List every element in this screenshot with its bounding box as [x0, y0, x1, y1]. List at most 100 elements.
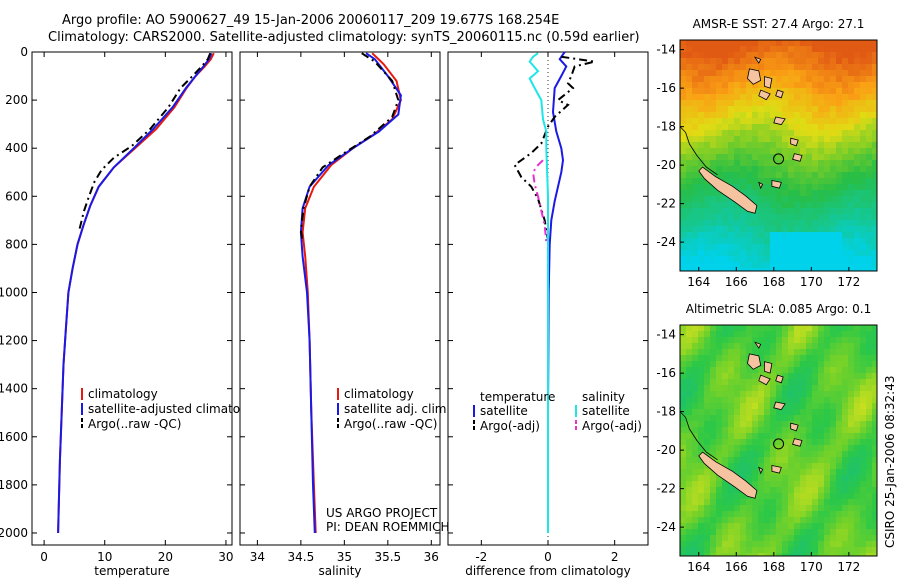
map-cell [782, 493, 789, 500]
map-cell [692, 106, 699, 113]
map-cell [800, 154, 807, 161]
map-cell [680, 166, 687, 173]
map-cell [686, 415, 693, 422]
map-cell [836, 427, 843, 434]
map-cell [836, 487, 843, 494]
map-cell [692, 535, 699, 542]
map-cell [692, 355, 699, 362]
map-cell [812, 262, 819, 269]
map-cell [830, 106, 837, 113]
map-cell [758, 250, 765, 257]
map-cell [842, 361, 849, 368]
map-cell [860, 76, 867, 83]
map-cell [818, 349, 825, 356]
map-cell [752, 541, 759, 548]
map-cell [854, 385, 861, 392]
map-cell [788, 190, 795, 197]
map-cell [854, 148, 861, 155]
map-cell [824, 148, 831, 155]
map-cell [830, 433, 837, 440]
map-cell [824, 226, 831, 233]
map-cell [698, 475, 705, 482]
map-cell [794, 184, 801, 191]
map-cell [848, 427, 855, 434]
map-cell [740, 541, 747, 548]
map-cell [776, 397, 783, 404]
legend-title-salinity: salinity [582, 390, 625, 404]
map-cell [824, 415, 831, 422]
map-cell [776, 355, 783, 362]
map-cell [698, 118, 705, 125]
map-cell [680, 433, 687, 440]
map-cell [854, 343, 861, 350]
map-cell [680, 148, 687, 155]
map-cell [782, 172, 789, 179]
map-cell [866, 523, 873, 530]
map-cell [788, 166, 795, 173]
map-cell [788, 82, 795, 89]
map-cell [824, 439, 831, 446]
map-cell [836, 529, 843, 536]
map-cell [782, 250, 789, 257]
map-cell [800, 142, 807, 149]
map-cell [812, 553, 819, 556]
map-cell [704, 355, 711, 362]
map-cell [788, 547, 795, 554]
map-cell [770, 202, 777, 209]
map-cell [788, 457, 795, 464]
map-cell [710, 403, 717, 410]
map-cell [740, 337, 747, 344]
map-cell [752, 40, 759, 47]
map-cell [836, 100, 843, 107]
map-cell [686, 214, 693, 221]
map-cell [716, 262, 723, 269]
map-cell [812, 100, 819, 107]
map-cell [872, 511, 877, 518]
map-cell [794, 250, 801, 257]
map-cell [764, 397, 771, 404]
map-cell [698, 214, 705, 221]
map-cell [770, 76, 777, 83]
map-cell [824, 433, 831, 440]
map-cell [728, 118, 735, 125]
map-cell [776, 154, 783, 161]
map-cell [716, 196, 723, 203]
map-cell [728, 40, 735, 47]
map-cell [746, 172, 753, 179]
map-title-sla_map: Altimetric SLA: 0.085 Argo: 0.1 [686, 302, 871, 316]
island-vanuatu [775, 374, 784, 384]
series-line-difference-0 [547, 51, 568, 533]
map-cell [710, 493, 717, 500]
map-cell [848, 421, 855, 428]
map-cell [830, 214, 837, 221]
map-cell [758, 493, 765, 500]
map-cell [764, 349, 771, 356]
map-cell [692, 427, 699, 434]
map-cell [830, 457, 837, 464]
map-cell [782, 505, 789, 512]
map-cell [824, 160, 831, 167]
map-cell [740, 439, 747, 446]
map-cell [770, 256, 777, 263]
map-cell [830, 361, 837, 368]
map-cell [740, 70, 747, 77]
map-cell [806, 202, 813, 209]
map-cell [740, 46, 747, 53]
map-cell [848, 433, 855, 440]
map-cell [770, 397, 777, 404]
map-cell [818, 64, 825, 71]
map-cell [800, 160, 807, 167]
map-cell [842, 268, 849, 271]
map-cell [806, 349, 813, 356]
map-cell [680, 262, 687, 269]
map-cell [806, 100, 813, 107]
map-cell [758, 475, 765, 482]
map-cell [752, 172, 759, 179]
map-cell [860, 511, 867, 518]
map-cell [686, 208, 693, 215]
map-cell [872, 439, 877, 446]
map-cell [782, 166, 789, 173]
map-cell [770, 118, 777, 125]
map-cell [722, 427, 729, 434]
